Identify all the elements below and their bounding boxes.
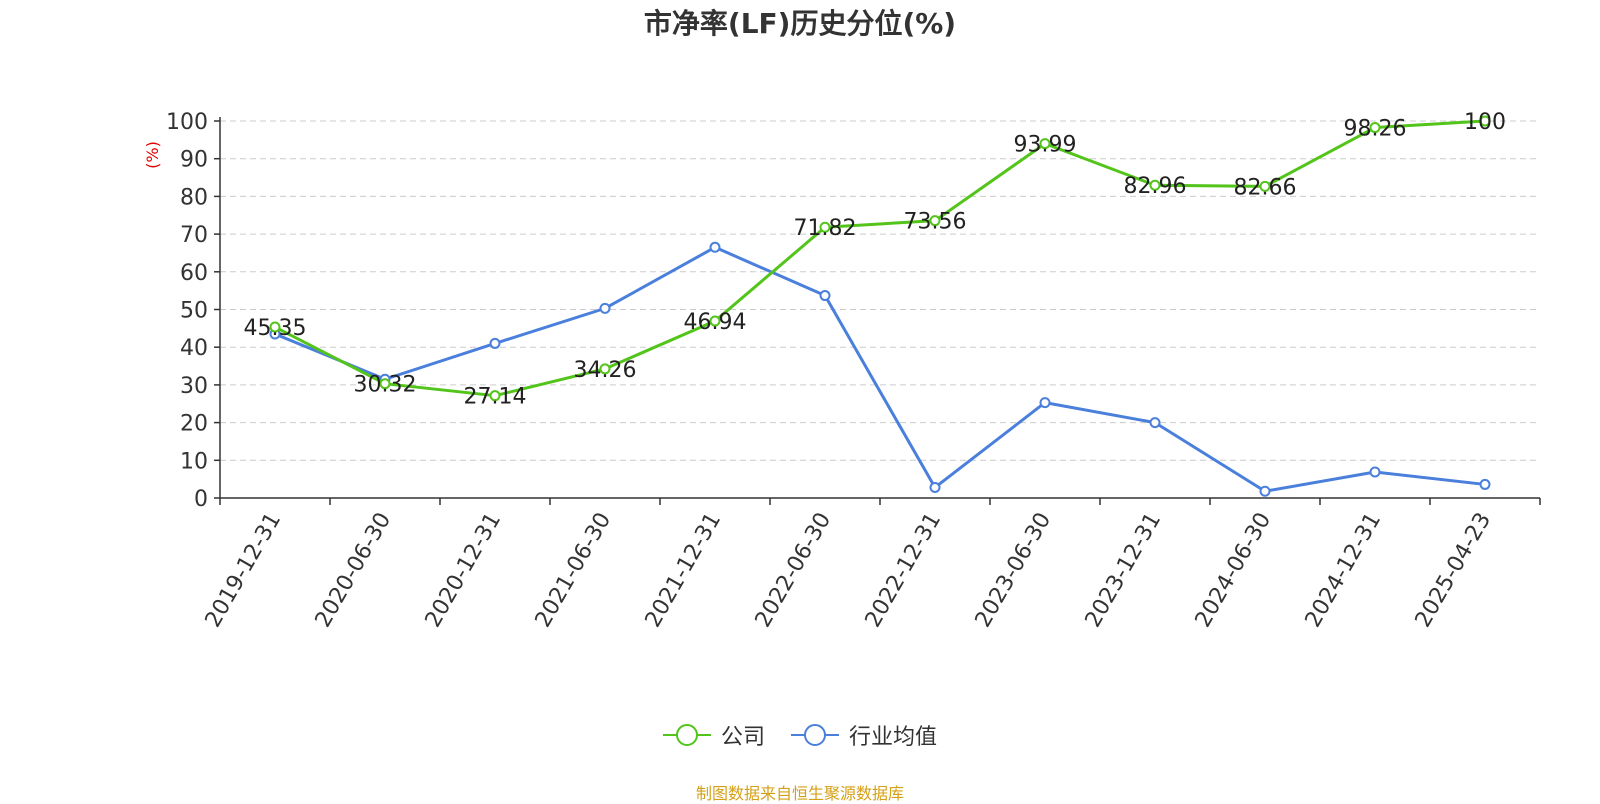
y-tick-label: 20 bbox=[180, 412, 208, 437]
data-point-company[interactable] bbox=[599, 363, 611, 375]
y-tick-label: 0 bbox=[194, 487, 208, 512]
data-point-company[interactable] bbox=[709, 315, 721, 327]
data-point-company[interactable] bbox=[489, 390, 501, 402]
legend-item-industry[interactable]: 行业均值 bbox=[791, 719, 937, 751]
source-note: 制图数据来自恒生聚源数据库 bbox=[695, 784, 904, 803]
data-label: 82.96 bbox=[1124, 174, 1187, 199]
legend-label-industry: 行业均值 bbox=[849, 725, 938, 750]
data-labels: 45.35 30.32 27.14 34.26 46.94 71.82 73.56 93.99… bbox=[244, 110, 1506, 410]
x-tick-label: 2020-12-31 bbox=[421, 509, 507, 632]
x-tick-label: 2024-06-30 bbox=[1191, 509, 1277, 632]
data-point-company[interactable] bbox=[269, 321, 281, 333]
data-label: 34.26 bbox=[574, 358, 637, 383]
data-point-company[interactable] bbox=[1149, 179, 1161, 191]
x-tick-label: 2021-06-30 bbox=[531, 509, 617, 632]
data-point-industry[interactable] bbox=[1479, 478, 1491, 490]
data-point-industry[interactable] bbox=[1369, 466, 1381, 478]
data-point-industry[interactable] bbox=[819, 290, 831, 302]
x-tick-label: 2022-06-30 bbox=[751, 509, 837, 632]
data-label: 30.32 bbox=[354, 373, 417, 398]
data-point-company[interactable] bbox=[929, 215, 941, 227]
data-point-company[interactable] bbox=[379, 378, 391, 390]
legend: 公司 行业均值 bbox=[0, 719, 1600, 751]
data-label: 98.26 bbox=[1344, 117, 1407, 142]
data-label: 93.99 bbox=[1014, 133, 1077, 158]
y-tick-label: 90 bbox=[180, 148, 208, 173]
y-tick-label: 50 bbox=[180, 299, 208, 324]
data-label: 71.82 bbox=[794, 216, 857, 241]
y-tick-label: 60 bbox=[180, 261, 208, 286]
data-point-industry[interactable] bbox=[1259, 485, 1271, 497]
data-point-industry[interactable] bbox=[1039, 397, 1051, 409]
data-point-industry[interactable] bbox=[489, 337, 501, 349]
data-point-company[interactable] bbox=[1479, 115, 1491, 127]
x-tick-label: 2022-12-31 bbox=[861, 509, 947, 632]
x-tick-label: 2023-12-31 bbox=[1081, 509, 1167, 632]
y-tick-label: 70 bbox=[180, 223, 208, 248]
data-point-company[interactable] bbox=[1369, 122, 1381, 134]
series-line-company bbox=[274, 119, 1486, 398]
legend-item-company[interactable]: 公司 bbox=[662, 719, 765, 751]
data-point-industry[interactable] bbox=[599, 302, 611, 314]
y-tick-label: 40 bbox=[180, 336, 208, 361]
legend-company-marker-icon bbox=[662, 724, 711, 746]
y-tick-label: 100 bbox=[166, 110, 208, 135]
series-line-industry bbox=[274, 245, 1486, 493]
data-point-industry[interactable] bbox=[929, 481, 941, 493]
x-tick-label: 2021-12-31 bbox=[641, 509, 727, 632]
grid-lines bbox=[220, 120, 1540, 461]
legend-industry-marker-icon bbox=[791, 724, 839, 746]
x-tick-label: 2023-06-30 bbox=[971, 509, 1057, 632]
data-label: 45.35 bbox=[244, 316, 307, 341]
data-point-industry[interactable] bbox=[1149, 417, 1161, 429]
y-axis-label: (%) bbox=[143, 141, 162, 169]
data-label: 27.14 bbox=[464, 385, 527, 410]
data-point-industry[interactable] bbox=[709, 241, 721, 253]
x-tick-label: 2019-12-31 bbox=[201, 509, 287, 632]
data-label: 46.94 bbox=[684, 310, 747, 335]
x-tick-label: 2024-12-31 bbox=[1301, 509, 1387, 632]
y-tick-label: 30 bbox=[180, 374, 208, 399]
data-point-company[interactable] bbox=[819, 221, 831, 233]
series-lines bbox=[269, 115, 1491, 497]
x-tick-label: 2025-04-23 bbox=[1411, 509, 1497, 632]
chart-title: 市净率(LF)历史分位(%) bbox=[643, 7, 957, 40]
y-tick-label: 10 bbox=[180, 449, 208, 474]
x-tick-label: 2020-06-30 bbox=[311, 509, 397, 632]
data-point-company[interactable] bbox=[1259, 180, 1271, 192]
data-label: 82.66 bbox=[1234, 175, 1297, 200]
y-tick-label: 80 bbox=[180, 185, 208, 210]
data-point-company[interactable] bbox=[1039, 138, 1051, 150]
data-label: 73.56 bbox=[904, 210, 967, 235]
axes: 0 10 20 30 40 50 60 70 80 90 100 2019-12-31 2020-06-… bbox=[166, 110, 1541, 632]
data-label: 100 bbox=[1464, 110, 1506, 135]
legend-label-company: 公司 bbox=[720, 725, 765, 750]
